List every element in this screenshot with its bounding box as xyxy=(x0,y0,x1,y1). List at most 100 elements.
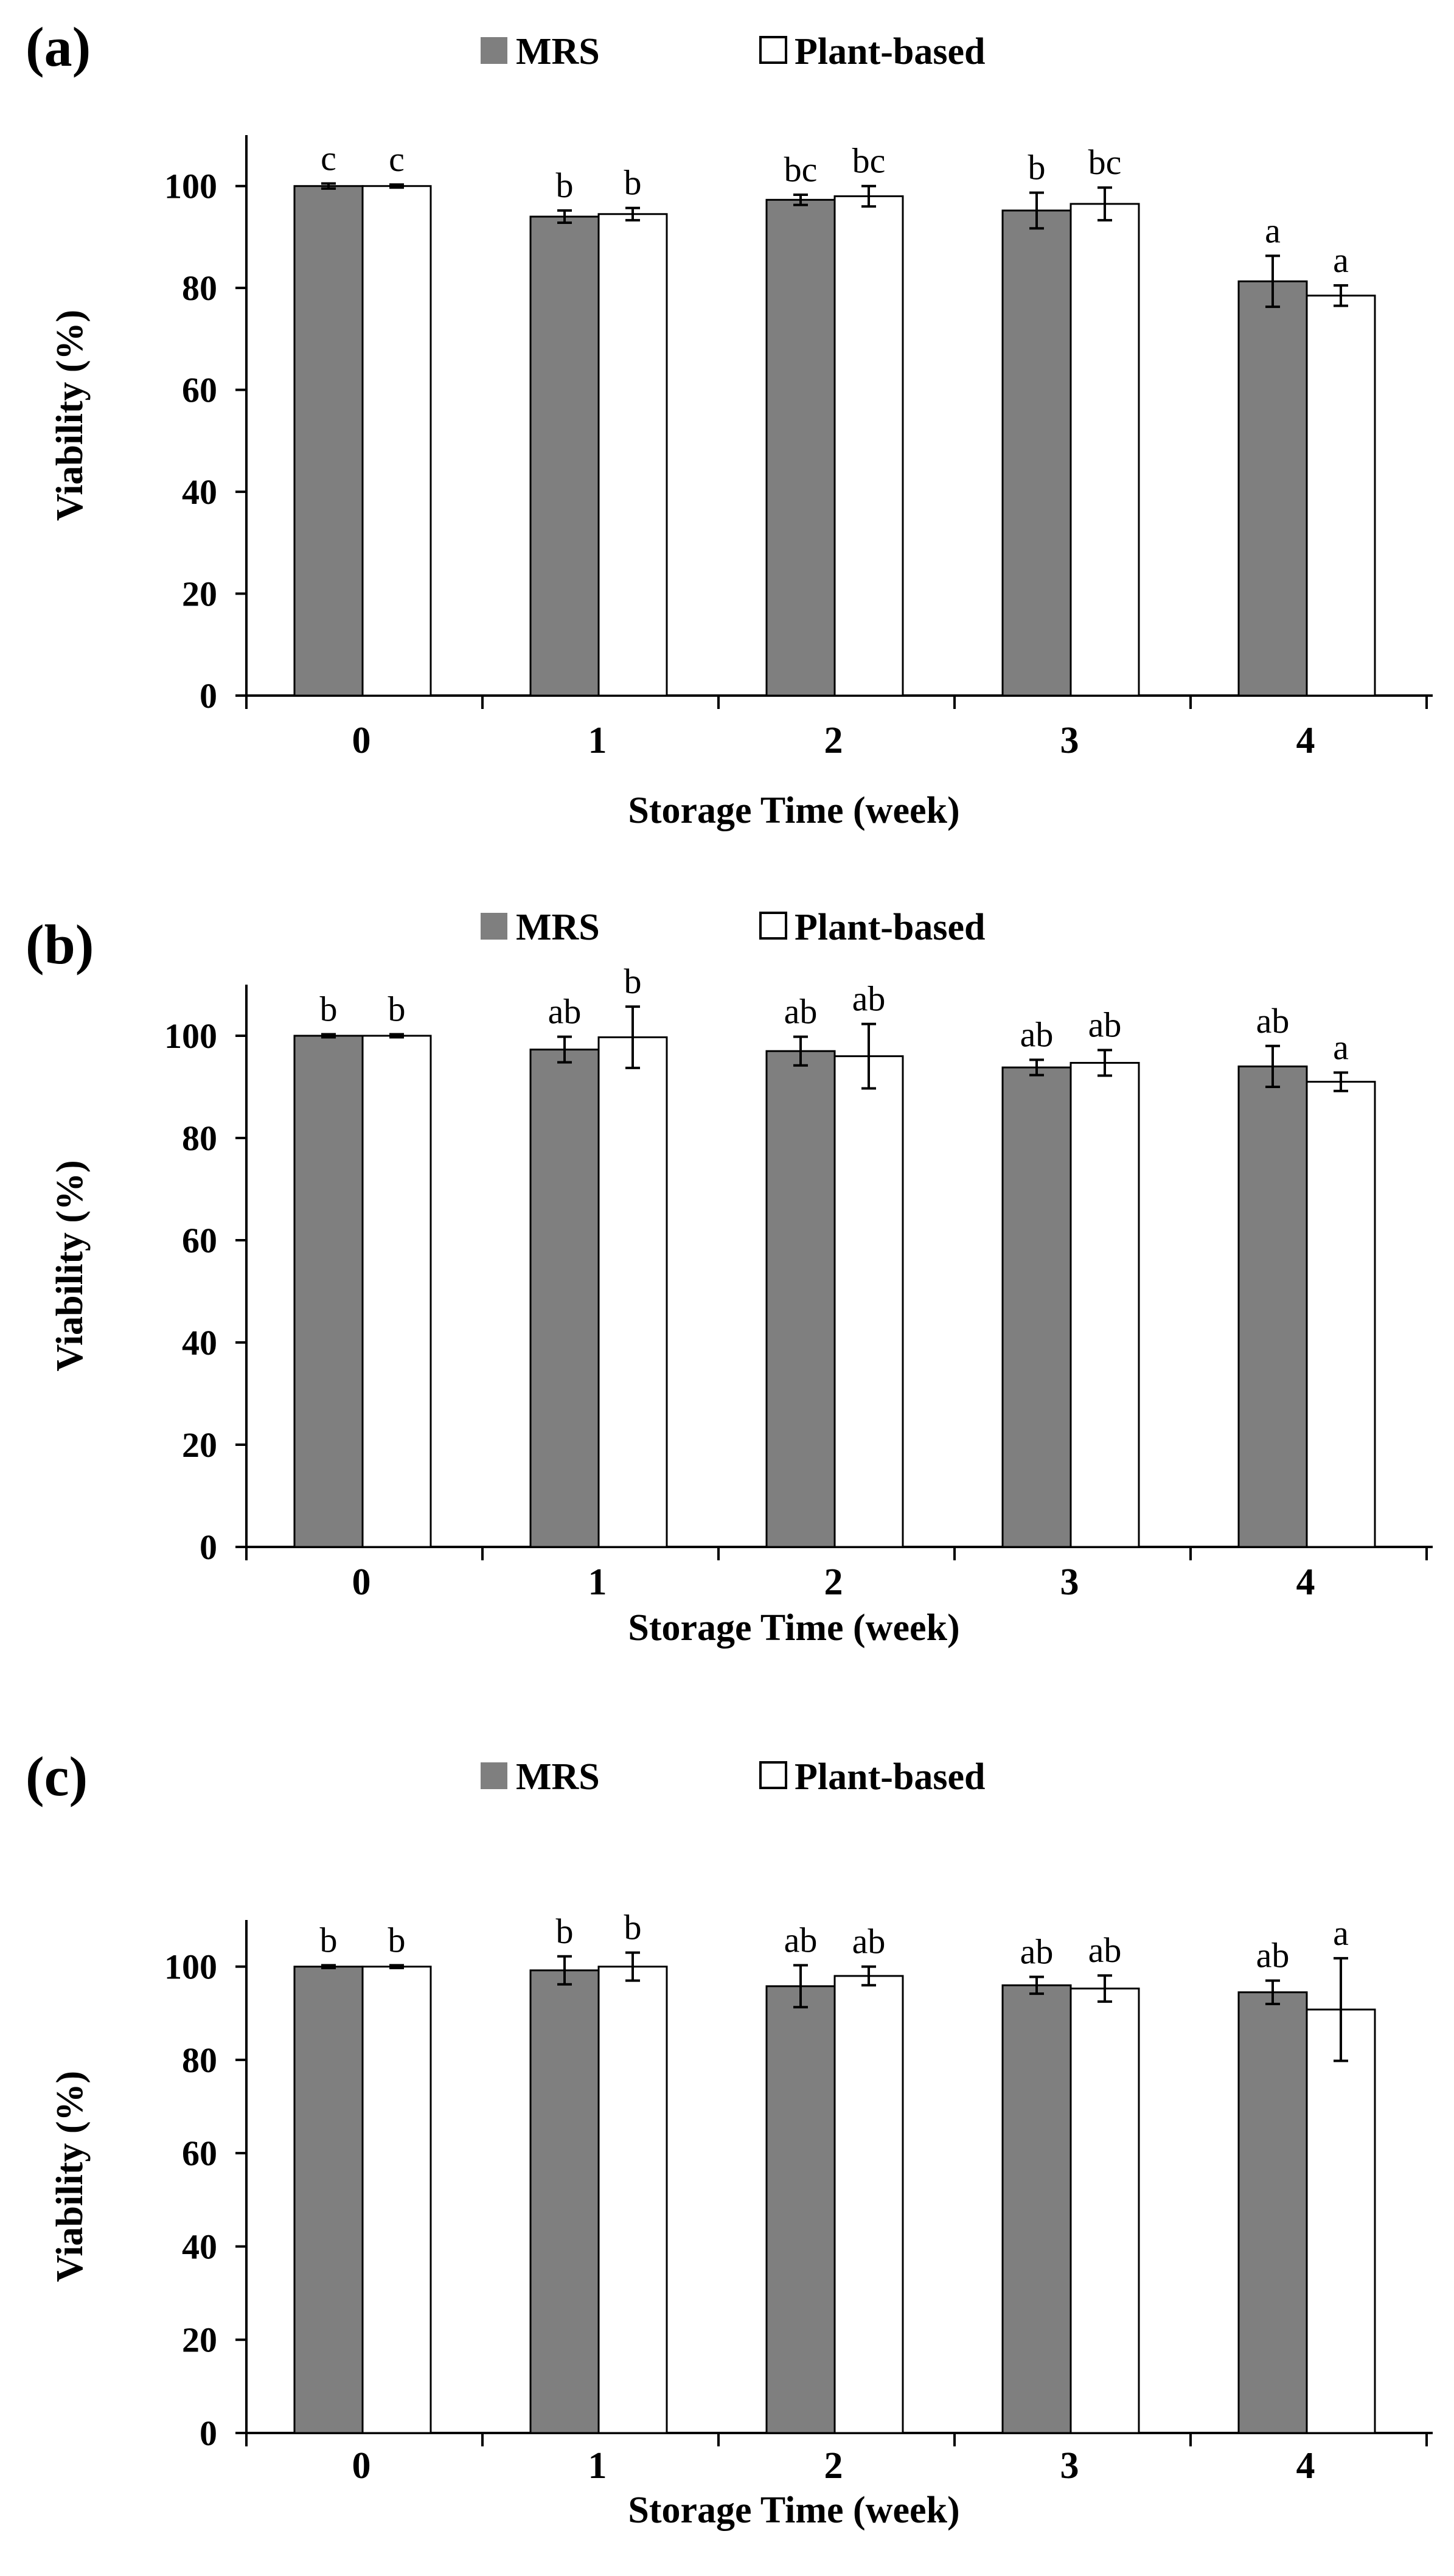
y-tick-label: 80 xyxy=(182,2040,217,2080)
legend-label-plant: Plant-based xyxy=(795,31,985,72)
significance-label: c xyxy=(321,139,336,178)
bar-plant-4 xyxy=(1306,2008,1376,2434)
y-axis-label: Viability (%) xyxy=(49,310,91,521)
bar-plant-4 xyxy=(1306,295,1376,697)
panel-label: (a) xyxy=(26,16,91,78)
bar-plant-3 xyxy=(1070,203,1140,697)
bar-plant-1 xyxy=(597,1966,668,2434)
bar-plant-3 xyxy=(1070,1062,1140,1548)
x-tick-label: 4 xyxy=(1296,720,1315,761)
significance-label: c xyxy=(389,139,405,179)
significance-label: ab xyxy=(1020,1014,1054,1054)
bar-mrs-3 xyxy=(1001,1066,1072,1548)
significance-label: ab xyxy=(852,979,886,1019)
bar-mrs-3 xyxy=(1001,1984,1072,2434)
legend-swatch-plant xyxy=(759,36,787,64)
x-tick-label: 0 xyxy=(352,720,371,761)
bar-plant-2 xyxy=(833,195,904,697)
y-axis-label: Viability (%) xyxy=(49,1160,91,1371)
y-tick-label: 40 xyxy=(182,1323,217,1363)
y-tick-label: 40 xyxy=(182,2227,217,2266)
y-tick-label: 60 xyxy=(182,371,217,410)
bar-mrs-2 xyxy=(765,1985,836,2434)
significance-label: a xyxy=(1333,1027,1349,1067)
significance-label: b xyxy=(320,989,338,1028)
bar-mrs-3 xyxy=(1001,209,1072,697)
y-tick-label: 100 xyxy=(164,167,217,206)
x-axis-label: Storage Time (week) xyxy=(628,2490,959,2531)
x-tick-label: 1 xyxy=(588,2445,607,2487)
y-tick-label: 20 xyxy=(182,2320,217,2360)
significance-label: ab xyxy=(784,992,818,1031)
legend-label-mrs: MRS xyxy=(516,907,600,948)
legend-swatch-mrs xyxy=(481,37,507,64)
bar-mrs-0 xyxy=(293,185,364,697)
x-tick-label: 2 xyxy=(824,1562,843,1603)
significance-label: b xyxy=(556,1911,574,1951)
legend-swatch-plant xyxy=(759,1761,787,1789)
significance-label: bc xyxy=(784,150,818,189)
bar-mrs-4 xyxy=(1237,1991,1308,2434)
significance-label: ab xyxy=(1020,1932,1054,1971)
significance-label: ab xyxy=(1256,1936,1290,1975)
x-tick-label: 4 xyxy=(1296,2445,1315,2487)
x-tick-label: 0 xyxy=(352,2445,371,2487)
x-tick-label: 2 xyxy=(824,720,843,761)
significance-label: b xyxy=(388,989,406,1028)
x-tick-label: 3 xyxy=(1060,2445,1079,2487)
y-tick-label: 80 xyxy=(182,268,217,308)
legend-label-plant: Plant-based xyxy=(795,1756,985,1798)
significance-label: a xyxy=(1333,240,1349,280)
y-tick-label: 60 xyxy=(182,1221,217,1260)
bar-plant-1 xyxy=(597,1036,668,1548)
significance-label: ab xyxy=(852,1922,886,1961)
y-tick-label: 40 xyxy=(182,472,217,512)
bar-mrs-2 xyxy=(765,198,836,697)
legend-swatch-plant xyxy=(759,912,787,940)
x-tick-label: 1 xyxy=(588,720,607,761)
y-tick-label: 100 xyxy=(164,1016,217,1056)
bar-mrs-1 xyxy=(529,1049,600,1548)
panel-label: (c) xyxy=(26,1745,88,1807)
significance-label: b xyxy=(1028,148,1046,187)
bar-mrs-4 xyxy=(1237,280,1308,697)
bar-plant-3 xyxy=(1070,1988,1140,2434)
legend-label-plant: Plant-based xyxy=(795,907,985,948)
significance-label: b xyxy=(556,166,574,205)
x-tick-label: 4 xyxy=(1296,1562,1315,1603)
bar-plant-0 xyxy=(361,1966,432,2434)
bar-mrs-1 xyxy=(529,215,600,697)
bar-plant-0 xyxy=(361,1035,432,1548)
significance-label: bc xyxy=(852,141,886,181)
bar-mrs-4 xyxy=(1237,1065,1308,1548)
y-tick-label: 20 xyxy=(182,1425,217,1465)
bar-plant-4 xyxy=(1306,1081,1376,1548)
legend-swatch-mrs xyxy=(481,1762,507,1789)
significance-label: ab xyxy=(1256,1001,1290,1041)
x-tick-label: 2 xyxy=(824,2445,843,2487)
significance-label: b xyxy=(624,163,642,203)
y-tick-label: 100 xyxy=(164,1947,217,1987)
bar-plant-0 xyxy=(361,185,432,697)
y-tick-label: 0 xyxy=(200,676,217,716)
significance-label: b xyxy=(624,1908,642,1947)
x-axis-label: Storage Time (week) xyxy=(628,790,959,831)
significance-label: a xyxy=(1265,211,1281,250)
x-tick-label: 3 xyxy=(1060,1562,1079,1603)
x-tick-label: 0 xyxy=(352,1562,371,1603)
significance-label: b xyxy=(624,962,642,1001)
legend-label-mrs: MRS xyxy=(516,1756,600,1798)
x-tick-label: 1 xyxy=(588,1562,607,1603)
legend-swatch-mrs xyxy=(481,913,507,940)
bar-plant-1 xyxy=(597,213,668,697)
bar-mrs-0 xyxy=(293,1035,364,1548)
y-tick-label: 80 xyxy=(182,1119,217,1158)
significance-label: ab xyxy=(548,992,582,1031)
significance-label: bc xyxy=(1088,142,1122,182)
significance-label: ab xyxy=(1088,1005,1122,1045)
significance-label: ab xyxy=(1088,1930,1122,1970)
x-axis-label: Storage Time (week) xyxy=(628,1607,959,1649)
